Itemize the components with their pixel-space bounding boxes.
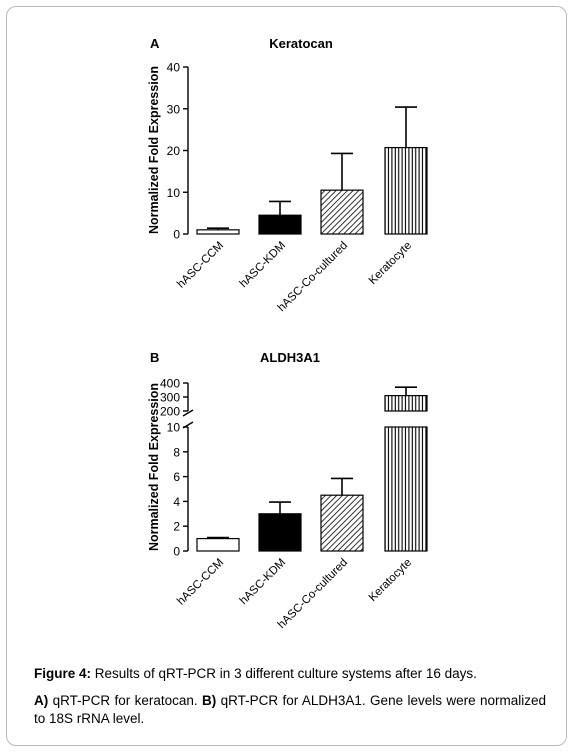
chart-a-x-tick-hasc-co-cultured: hASC-Co-cultured	[276, 240, 350, 314]
chart-b-y-tick-label-400: 400	[160, 377, 180, 391]
chart-b-bars	[196, 395, 428, 552]
figure-caption: Figure 4: Results of qRT-PCR in 3 differ…	[34, 665, 546, 683]
desc-a-text: qRT-PCR for keratocan.	[48, 693, 203, 708]
chart-b: B ALDH3A1 Normalized Fold Expression 0 2 4…	[147, 350, 428, 631]
chart-a-y-tick-label-10: 10	[167, 186, 181, 200]
chart-a-y-tick-label-0: 0	[173, 228, 180, 242]
chart-a-bar-keratocyte	[384, 146, 428, 235]
chart-b-y-tick-label-300: 300	[160, 391, 180, 405]
chart-b-y-tick-label-6: 6	[173, 470, 180, 484]
chart-b-x-tick-hasc-co-cultured: hASC-Co-cultured	[276, 557, 350, 631]
caption-text: Results of qRT-PCR in 3 different cultur…	[91, 666, 477, 681]
chart-b-x-tick-keratocyte: Keratocyte	[367, 557, 414, 604]
chart-b-error-bars	[207, 386, 417, 539]
figure-frame	[6, 6, 567, 746]
chart-b-bar-hasc-co-cultured	[320, 494, 364, 552]
chart-b-axis-break-mark-upper	[182, 409, 194, 417]
chart-b-y-tick-label-8: 8	[173, 445, 180, 459]
chart-a-bar-hasc-kdm	[258, 214, 302, 235]
chart-b-bar-hasc-ccm	[196, 537, 240, 552]
desc-a-label: A)	[34, 693, 49, 708]
chart-a-x-tick-hasc-kdm: hASC-KDM	[238, 240, 289, 291]
chart-b-panel-label: B	[150, 350, 159, 365]
chart-b-y-tick-label-10: 10	[167, 421, 181, 435]
chart-a-y-tick-label-30: 30	[167, 102, 181, 116]
chart-a-y-tick-label-40: 40	[167, 61, 181, 75]
chart-b-y-tick-label-0: 0	[173, 545, 180, 559]
chart-a: A Keratocan Normalized Fold Expression 0…	[147, 36, 428, 314]
chart-a-bars	[196, 146, 428, 235]
chart-b-title: ALDH3A1	[260, 350, 320, 365]
chart-b-y-tick-label-2: 2	[173, 520, 180, 534]
chart-a-error-bars	[207, 106, 417, 230]
chart-b-x-tick-hasc-kdm: hASC-KDM	[238, 557, 289, 608]
chart-a-x-tick-keratocyte: Keratocyte	[367, 240, 414, 287]
chart-a-bar-hasc-ccm	[196, 229, 240, 235]
desc-b-text: qRT-PCR for ALDH3A1. Gene levels were no…	[34, 693, 546, 726]
chart-b-y-label: Normalized Fold Expression	[147, 383, 161, 551]
chart-a-y-tick-label-20: 20	[167, 144, 181, 158]
chart-a-x-tick-hasc-ccm: hASC-CCM	[175, 240, 226, 291]
chart-a-bar-hasc-co-cultured	[320, 189, 364, 235]
chart-a-panel-label: A	[150, 36, 160, 51]
chart-b-y-tick-label-200: 200	[160, 405, 180, 419]
desc-b-label: B)	[202, 693, 217, 708]
chart-a-y-label: Normalized Fold Expression	[147, 66, 161, 234]
chart-b-bar-hasc-kdm	[258, 513, 302, 552]
chart-a-y-axis: 0 10 20 30 40	[167, 61, 189, 242]
figure-description: A) qRT-PCR for keratocan. B) qRT-PCR for…	[34, 692, 546, 728]
chart-b-bar-keratocyte	[384, 426, 428, 552]
chart-b-y-tick-label-4: 4	[173, 495, 180, 509]
caption-label: Figure 4:	[34, 666, 92, 681]
chart-b-x-tick-hasc-ccm: hASC-CCM	[175, 557, 226, 608]
chart-b-bar-keratocyte-upper	[384, 395, 428, 412]
chart-a-title: Keratocan	[269, 36, 333, 51]
